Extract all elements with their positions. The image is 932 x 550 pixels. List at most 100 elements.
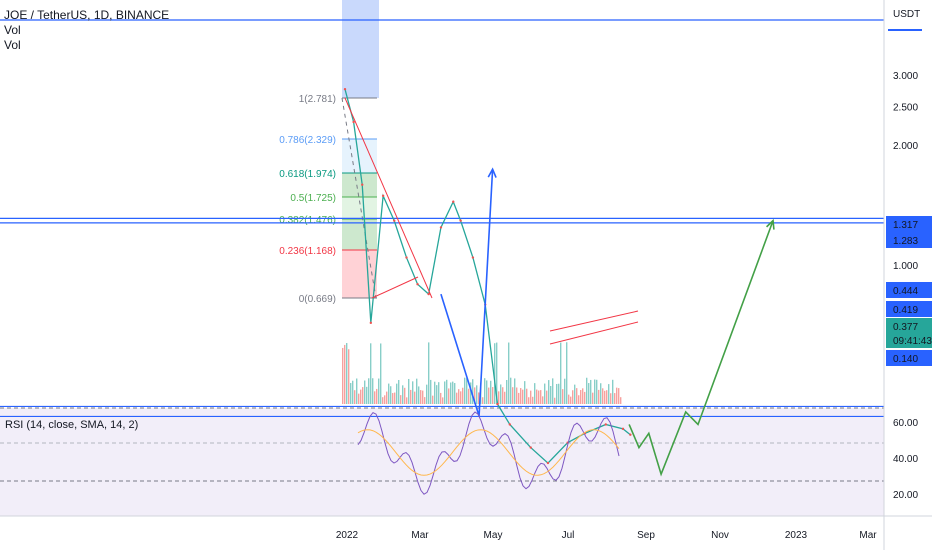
volume-bar — [412, 381, 414, 404]
volume-bar — [512, 387, 514, 404]
volume-bar — [402, 385, 404, 404]
volume-bar — [448, 388, 450, 404]
volume-bar — [344, 344, 346, 404]
price-point — [471, 256, 475, 259]
volume-bar — [562, 389, 564, 404]
volume-bar — [386, 391, 388, 404]
time-axis-label: May — [484, 530, 503, 541]
price-badge — [886, 216, 932, 232]
volume-bar — [376, 388, 378, 404]
volume-bar — [400, 395, 402, 404]
volume-bar — [488, 387, 490, 404]
volume-bar — [584, 391, 586, 404]
volume-bar — [542, 396, 544, 404]
volume-bar — [496, 342, 498, 404]
volume-bar — [358, 393, 360, 404]
red-trendline — [549, 321, 639, 345]
selected-range-highlight — [342, 0, 379, 98]
volume-bar — [486, 380, 488, 404]
price-badge-label: 0.419 — [893, 305, 918, 316]
currency-label: USDT — [893, 9, 920, 20]
volume-bar — [572, 390, 574, 404]
volume-bar — [526, 388, 528, 404]
time-axis-label: Mar — [411, 530, 429, 541]
volume-bar — [588, 383, 590, 404]
volume-bar — [510, 377, 512, 404]
volume-bar — [500, 384, 502, 404]
volume-bar — [382, 397, 384, 404]
volume-bar — [418, 386, 420, 404]
volume-bar — [472, 379, 474, 404]
volume-bar — [350, 383, 352, 404]
volume-bar — [590, 379, 592, 404]
volume-bar — [440, 392, 442, 404]
price-badge — [886, 318, 932, 334]
volume-bar — [464, 377, 466, 404]
volume-bar — [442, 397, 444, 404]
volume-bar — [616, 387, 618, 404]
volume-bar — [390, 386, 392, 404]
volume-bar — [420, 390, 422, 404]
price-point — [629, 433, 632, 436]
volume-bar — [436, 385, 438, 404]
price-badge — [886, 350, 932, 366]
volume-bar — [454, 383, 456, 404]
volume-bar — [378, 378, 380, 404]
price-point — [604, 423, 607, 426]
rsi-indicator-label[interactable]: RSI (14, close, SMA, 14, 2) — [5, 419, 139, 431]
volume-indicator-label-2[interactable]: Vol — [4, 38, 21, 52]
time-axis-label: Mar — [859, 530, 877, 541]
price-badge-label: 09:41:43 — [893, 336, 932, 347]
volume-bar — [554, 397, 556, 404]
volume-bars — [342, 342, 622, 404]
price-point — [416, 283, 419, 286]
volume-bar — [450, 382, 452, 404]
volume-bar — [446, 379, 448, 404]
price-point — [496, 402, 499, 406]
volume-bar — [484, 378, 486, 404]
price-badge — [886, 301, 932, 317]
volume-bar — [558, 383, 560, 404]
volume-indicator-label[interactable]: Vol — [4, 23, 21, 37]
volume-bar — [356, 378, 358, 404]
volume-bar — [438, 382, 440, 404]
red-trendline — [344, 97, 433, 299]
fib-zone — [342, 197, 377, 219]
volume-bar — [608, 384, 610, 404]
volume-bar — [538, 390, 540, 404]
volume-bar — [498, 391, 500, 404]
volume-bar — [452, 381, 454, 404]
volume-bar — [388, 383, 390, 404]
volume-bar — [410, 389, 412, 404]
price-badge — [886, 282, 932, 298]
volume-bar — [528, 397, 530, 404]
price-badge-label: 1.317 — [893, 220, 918, 231]
fib-level-label: 0(0.669) — [299, 294, 336, 305]
volume-bar — [476, 385, 478, 404]
volume-bar — [422, 390, 424, 404]
price-point — [439, 226, 443, 229]
price-point — [369, 321, 373, 325]
price-point — [361, 183, 364, 186]
volume-bar — [580, 390, 582, 404]
volume-bar — [490, 380, 492, 404]
volume-bar — [458, 389, 460, 404]
volume-bar — [514, 378, 516, 404]
price-point — [452, 200, 455, 203]
fib-level-label: 1(2.781) — [299, 94, 336, 105]
symbol-title[interactable]: JOE / TetherUS, 1D, BINANCE — [4, 8, 170, 22]
volume-bar — [346, 343, 348, 404]
volume-bar — [560, 342, 562, 404]
chart-legend: JOE / TetherUS, 1D, BINANCE Vol Vol — [4, 8, 169, 53]
volume-bar — [604, 390, 606, 404]
price-point — [381, 194, 385, 198]
price-axis-tick: 2.500 — [893, 103, 918, 114]
volume-bar — [610, 393, 612, 404]
fib-zone — [342, 250, 377, 298]
volume-bar — [408, 378, 410, 404]
red-trendline — [549, 310, 639, 332]
volume-bar — [460, 391, 462, 404]
volume-bar — [550, 386, 552, 404]
volume-bar — [536, 389, 538, 404]
